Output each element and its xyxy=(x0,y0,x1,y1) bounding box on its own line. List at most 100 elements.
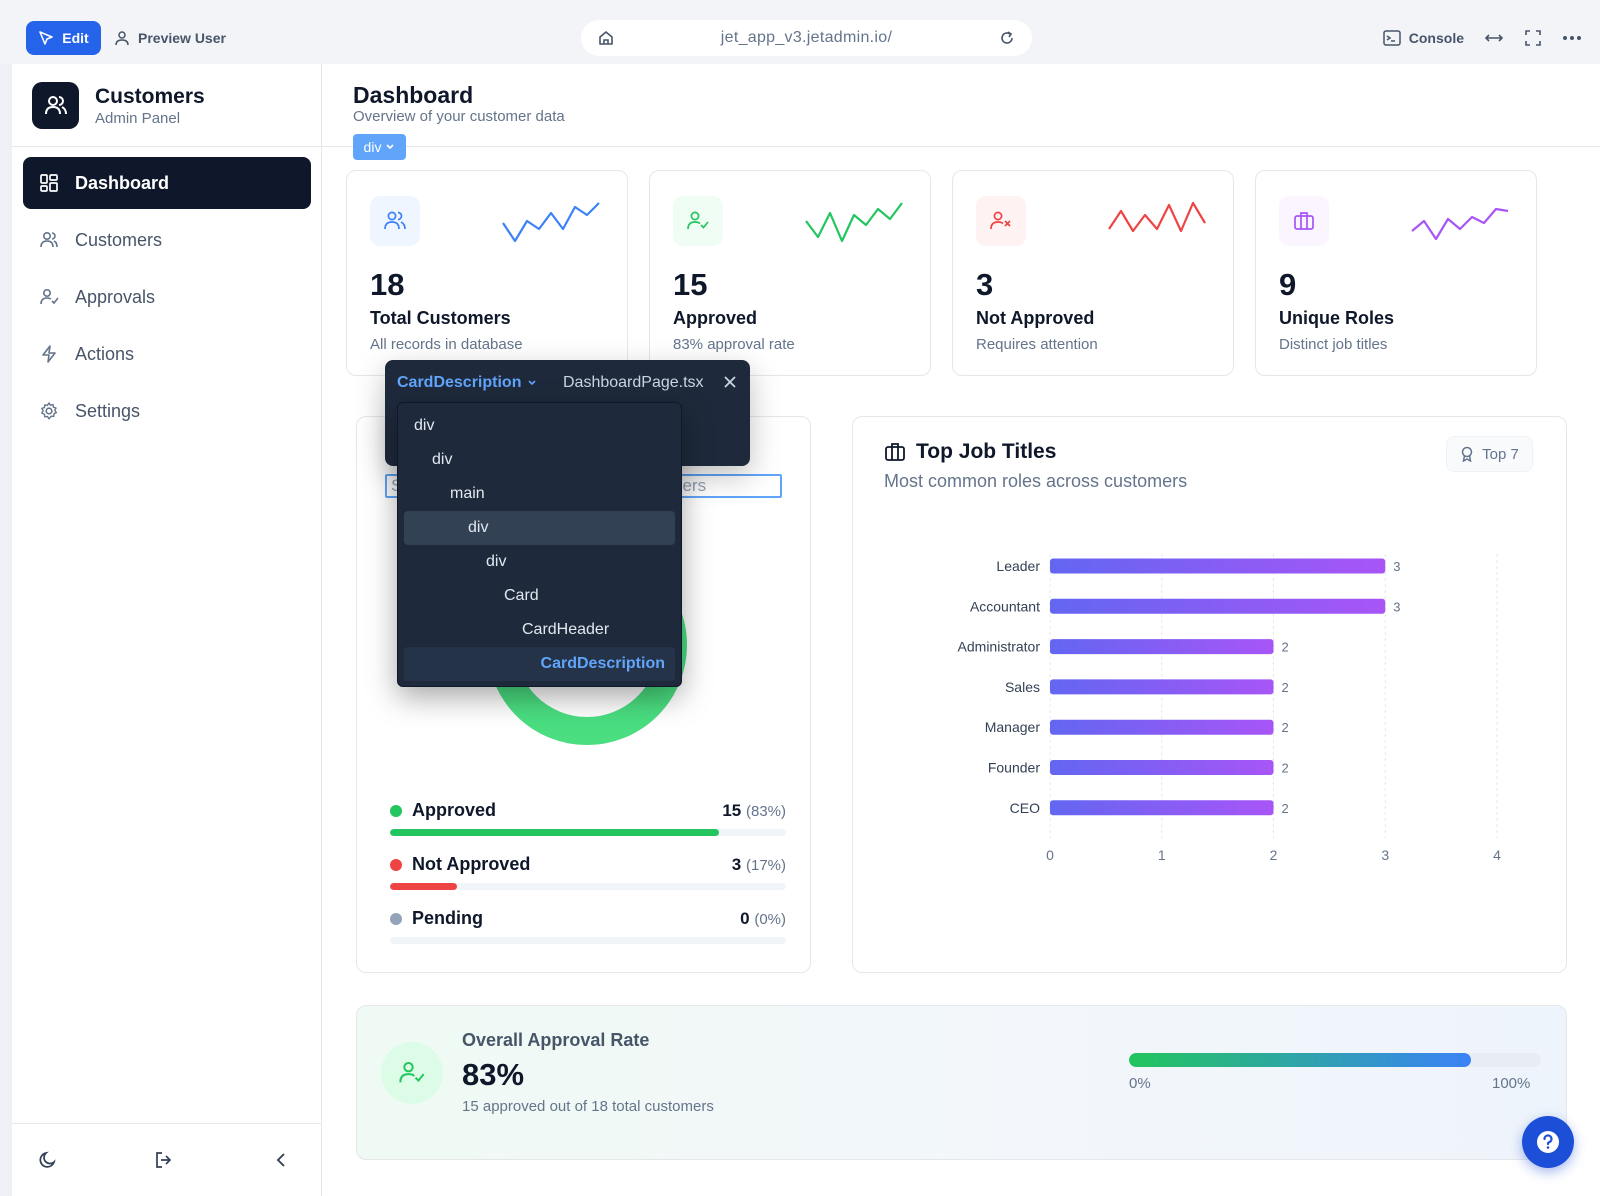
status-track xyxy=(390,883,786,890)
bar-value-label: 2 xyxy=(1282,720,1289,735)
tree-item[interactable]: div xyxy=(404,409,675,443)
sparkline-approved xyxy=(805,202,903,243)
bar-sales[interactable] xyxy=(1050,679,1274,695)
url-text[interactable]: jet_app_v3.jetadmin.io/ xyxy=(720,29,893,46)
tree-item-label: Card xyxy=(504,587,539,604)
stat-icon-box xyxy=(1279,196,1329,246)
sidebar-item-label: Actions xyxy=(75,343,135,364)
page-subtitle: Overview of your customer data xyxy=(353,108,565,125)
console-button[interactable]: Console xyxy=(1383,30,1464,46)
stat-label: Unique Roles xyxy=(1279,308,1395,328)
sidebar-item-dashboard[interactable]: Dashboard xyxy=(23,157,311,209)
overall-min-label: 0% xyxy=(1129,1075,1151,1092)
bar-value-label: 2 xyxy=(1282,680,1289,695)
moon-icon[interactable] xyxy=(38,1150,58,1170)
brand-text: Customers Admin Panel xyxy=(95,85,205,127)
bar-administrator[interactable] xyxy=(1050,639,1274,655)
question-icon xyxy=(1537,1131,1559,1153)
status-value: 15 xyxy=(722,800,742,820)
console-label: Console xyxy=(1408,30,1464,46)
tree-item-label: CardHeader xyxy=(522,621,610,638)
x-tick-label: 3 xyxy=(1381,847,1389,863)
sparkline-not-approved xyxy=(1108,201,1206,233)
more-icon[interactable] xyxy=(1562,35,1582,41)
stat-value: 9 xyxy=(1279,267,1297,302)
tree-item[interactable]: div xyxy=(404,443,675,477)
user-x-icon xyxy=(990,211,1011,230)
stat-card-approved: 15 Approved 83% approval rate xyxy=(649,170,931,376)
x-tick-label: 1 xyxy=(1158,847,1166,863)
status-value: 3 xyxy=(731,854,742,874)
home-icon[interactable] xyxy=(597,29,615,47)
app-window: Customers Admin Panel Dashboard Customer… xyxy=(12,64,1600,1196)
help-button[interactable] xyxy=(1522,1116,1574,1168)
brand: Customers Admin Panel xyxy=(32,82,205,129)
sidebar-item-approvals[interactable]: Approvals xyxy=(23,271,311,323)
status-name: Pending xyxy=(412,908,483,928)
status-percent: (17%) xyxy=(745,856,786,874)
search-fragment-start: S xyxy=(391,476,402,495)
x-tick-label: 0 xyxy=(1046,847,1054,863)
component-selector[interactable]: CardDescription xyxy=(397,374,537,392)
source-file[interactable]: DashboardPage.tsx xyxy=(563,374,704,391)
status-row-not-approved: Not Approved 3 (17%) xyxy=(390,854,786,890)
bar-value-label: 2 xyxy=(1282,761,1289,776)
status-value: 0 xyxy=(740,908,750,928)
bar-value-label: 2 xyxy=(1282,640,1289,655)
bar-value-label: 3 xyxy=(1393,559,1400,574)
preview-user-button[interactable]: Preview User xyxy=(114,21,226,55)
close-icon[interactable] xyxy=(722,374,738,390)
resize-horizontal-icon[interactable] xyxy=(1484,31,1504,45)
page-title: Dashboard xyxy=(353,82,474,108)
chevron-left-icon[interactable] xyxy=(272,1150,292,1170)
category-label: Accountant xyxy=(970,598,1040,614)
sidebar-item-label: Settings xyxy=(75,400,141,421)
tree-item[interactable]: div xyxy=(404,545,675,579)
edit-button[interactable]: Edit xyxy=(26,21,101,55)
top-right-controls: Console xyxy=(1383,20,1582,56)
component-tree: div div main div div Card CardHeader Car… xyxy=(397,402,682,687)
tree-item[interactable]: main xyxy=(404,477,675,511)
tree-item[interactable]: Card xyxy=(404,579,675,613)
cursor-icon xyxy=(39,31,54,45)
url-bar[interactable]: jet_app_v3.jetadmin.io/ xyxy=(581,20,1032,56)
category-label: Founder xyxy=(988,760,1040,776)
overall-max-label: 100% xyxy=(1492,1075,1531,1092)
stat-description: All records in database xyxy=(370,336,523,353)
overall-icon-circle xyxy=(381,1042,443,1104)
status-row-approved: Approved 15 (83%) xyxy=(390,800,786,836)
users-icon xyxy=(44,95,67,114)
component-name: CardDescription xyxy=(397,374,522,391)
bar-accountant[interactable] xyxy=(1050,598,1386,614)
overall-subtitle: 15 approved out of 18 total customers xyxy=(462,1098,714,1115)
stat-description: Requires attention xyxy=(976,336,1098,353)
brand-logo xyxy=(32,82,79,129)
logout-icon[interactable] xyxy=(154,1150,174,1170)
sidebar-item-label: Approvals xyxy=(75,286,156,307)
bar-leader[interactable] xyxy=(1050,558,1386,574)
overall-approval-card xyxy=(356,1005,1567,1160)
sidebar-item-settings[interactable]: Settings xyxy=(23,385,311,437)
bar-founder[interactable] xyxy=(1050,760,1274,775)
stat-icon-box xyxy=(976,196,1026,246)
element-chip[interactable]: div xyxy=(353,134,406,160)
category-label: Administrator xyxy=(958,639,1041,655)
fullscreen-icon[interactable] xyxy=(1524,29,1542,47)
status-dot xyxy=(390,804,402,817)
bar-value-label: 2 xyxy=(1282,801,1289,816)
bar-ceo[interactable] xyxy=(1050,800,1274,816)
tree-item[interactable]: div xyxy=(404,511,675,545)
bar-manager[interactable] xyxy=(1050,719,1274,735)
job-titles-heading: Top Job Titles xyxy=(884,440,1056,464)
tree-item-label: div xyxy=(486,553,507,570)
tree-item[interactable]: CardHeader xyxy=(404,613,675,647)
sidebar-item-actions[interactable]: Actions xyxy=(23,328,311,380)
element-chip-label: div xyxy=(363,139,382,155)
user-check-icon xyxy=(399,1061,425,1083)
job-titles-card xyxy=(852,416,1567,973)
sidebar-item-customers[interactable]: Customers xyxy=(23,214,311,266)
stat-value: 3 xyxy=(976,267,994,302)
reload-icon[interactable] xyxy=(998,29,1016,47)
user-check-icon xyxy=(40,288,59,305)
tree-item-selected[interactable]: CardDescription xyxy=(404,647,675,681)
